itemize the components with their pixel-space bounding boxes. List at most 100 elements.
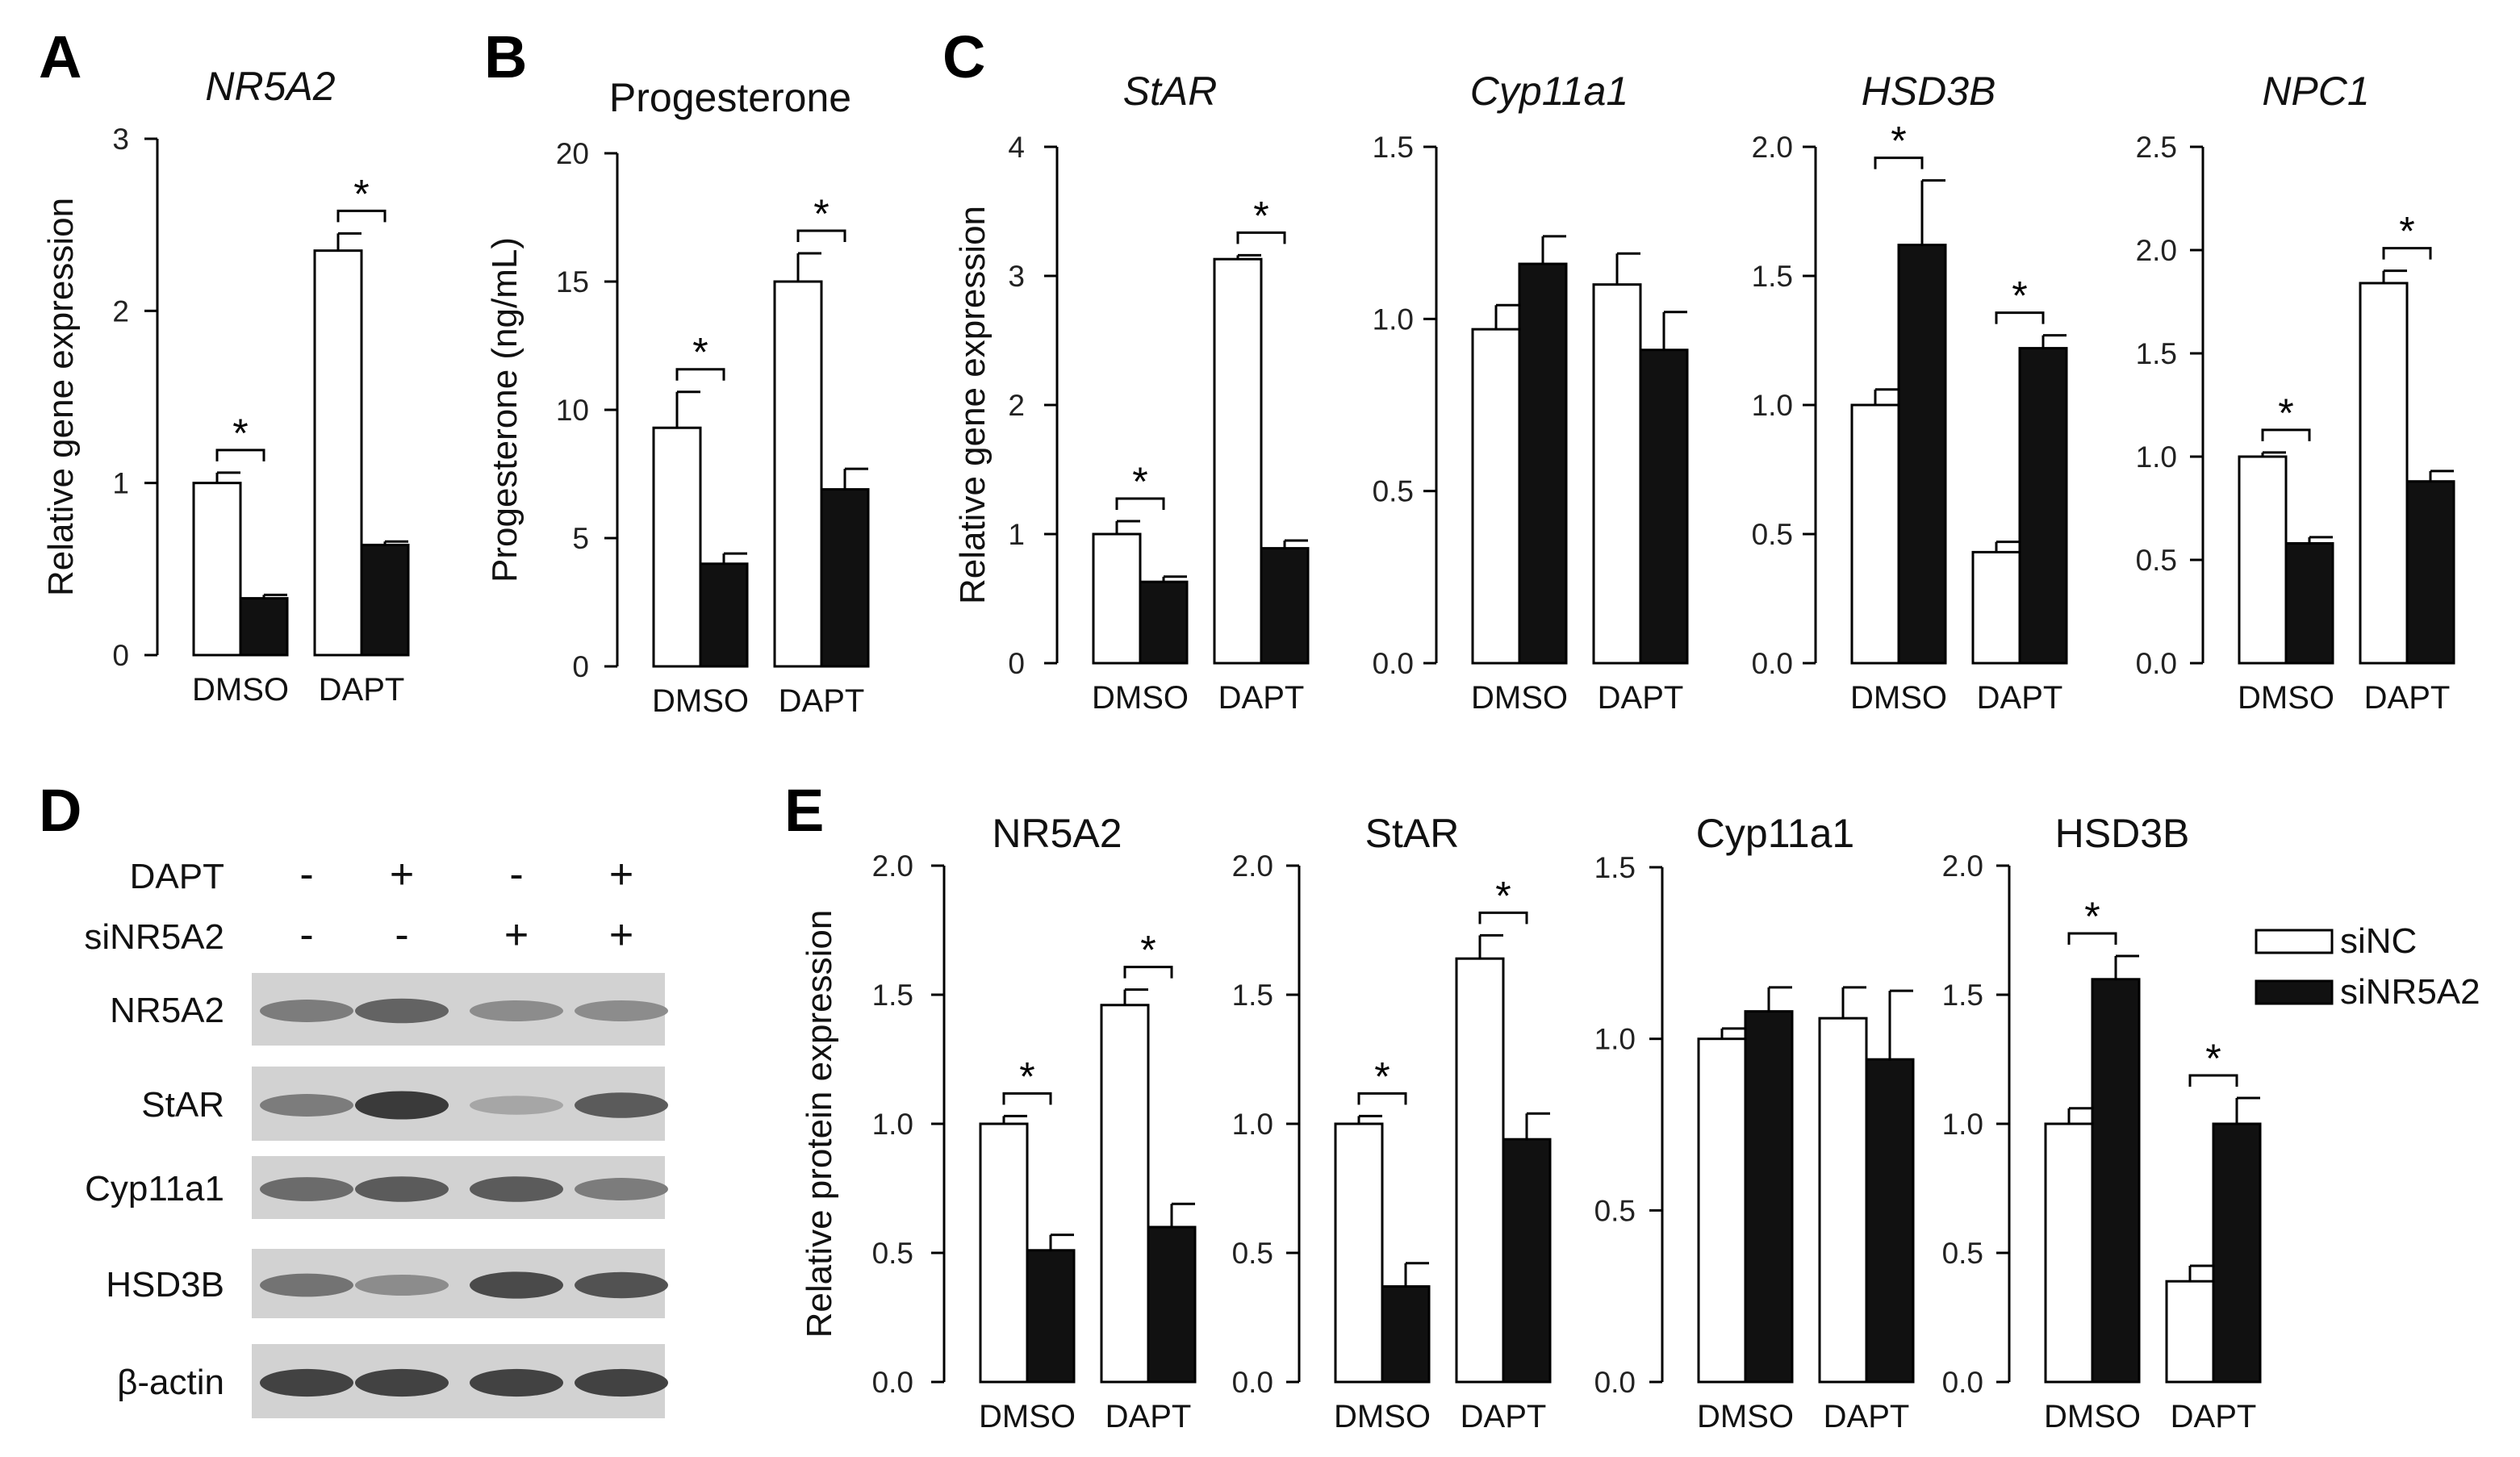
- bar-sinr5a2-dmso: [2284, 542, 2334, 665]
- significance-star: *: [2084, 894, 2100, 939]
- y-tick-label: 0.0: [872, 1366, 913, 1399]
- bar-sinr5a2-dapt: [2018, 347, 2068, 665]
- protein-band: [260, 1094, 353, 1117]
- legend: siNC siNR5A2: [2255, 921, 2480, 1012]
- y-tick-label: 1: [112, 467, 129, 500]
- blot-row-label: NR5A2: [110, 991, 224, 1030]
- x-category-label: DMSO: [1471, 680, 1568, 716]
- significance-star: *: [2012, 273, 2027, 319]
- y-tick-label: 0.0: [1752, 647, 1793, 680]
- protein-band: [470, 1368, 563, 1397]
- y-tick-label: 10: [556, 394, 589, 427]
- significance-star: *: [813, 191, 829, 236]
- bar-sinc-dmso: [192, 482, 242, 657]
- treatment-label: DAPT: [130, 857, 224, 896]
- bar-sinr5a2-dapt: [360, 543, 410, 657]
- chart-title: Cyp11a1: [1696, 811, 1854, 856]
- y-tick-label: 1.0: [1232, 1108, 1273, 1141]
- chart-2: Progesterone 0 5 10 15 20 Progesterone (ng/mL)…: [485, 75, 870, 719]
- chart-5: HSD3B 0.0 0.5 1.0 1.5 2.0 DMSO * DAPT *: [1752, 69, 2068, 716]
- y-tick-label: 15: [556, 265, 589, 298]
- y-tick-label: 1.5: [1942, 979, 1983, 1012]
- bar-charts: NR5A2 0 1 2 3 Relative gene expression DMSO * DA…: [41, 64, 2455, 1434]
- y-tick-label: 0: [1008, 647, 1025, 680]
- treatment-label: siNR5A2: [84, 917, 224, 957]
- x-category-label: DMSO: [979, 1399, 1076, 1434]
- significance-star: *: [692, 330, 708, 375]
- chart-10: HSD3B 0.0 0.5 1.0 1.5 2.0 DMSO * DAPT *: [1942, 811, 2262, 1434]
- treatment-sign: +: [390, 851, 414, 898]
- significance-star: *: [1495, 873, 1511, 918]
- blot-row-label: HSD3B: [106, 1265, 224, 1305]
- y-tick-label: 2.5: [2136, 131, 2177, 164]
- significance-bracket: [336, 209, 387, 223]
- treatment-sign: -: [509, 851, 523, 898]
- chart-title: NR5A2: [205, 64, 335, 109]
- treatment-sign: -: [395, 912, 408, 958]
- x-category-label: DAPT: [1218, 680, 1305, 716]
- y-axis-label: Progesterone (ng/mL): [485, 237, 524, 582]
- x-category-label: DAPT: [319, 672, 405, 708]
- protein-band: [355, 1176, 449, 1202]
- chart-title: HSD3B: [2055, 811, 2190, 856]
- significance-bracket: [2261, 428, 2311, 441]
- chart-title: StAR: [1365, 811, 1460, 856]
- significance-star: *: [1132, 459, 1147, 504]
- blot-row-label: Cyp11a1: [85, 1169, 224, 1209]
- x-category-label: DAPT: [1824, 1399, 1910, 1434]
- significance-bracket: [1874, 157, 1924, 169]
- x-category-label: DAPT: [1977, 680, 2063, 716]
- bar-sinc-dmso: [1334, 1122, 1384, 1384]
- y-tick-label: 1: [1008, 518, 1025, 551]
- y-tick-label: 20: [556, 137, 589, 170]
- protein-band: [575, 1178, 668, 1200]
- y-axis-label: Relative gene expression: [41, 198, 81, 596]
- significance-star: *: [353, 171, 369, 216]
- bar-sinr5a2-dapt: [1639, 349, 1689, 665]
- protein-band: [470, 1096, 563, 1115]
- treatment-sign: +: [609, 912, 633, 958]
- chart-9: Cyp11a1 0.0 0.5 1.0 1.5 DMSO DAPT: [1594, 811, 1915, 1434]
- bar-sinc-dmso: [2044, 1122, 2094, 1384]
- protein-band: [470, 1271, 563, 1299]
- x-category-label: DMSO: [1697, 1399, 1794, 1434]
- bar-sinc-dmso: [1850, 403, 1900, 665]
- bar-sinc-dmso: [979, 1122, 1029, 1384]
- legend-swatch-sinc: [2255, 929, 2334, 954]
- y-tick-label: 1.0: [2136, 440, 2177, 474]
- x-category-label: DMSO: [1850, 680, 1947, 716]
- chart-4: Cyp11a1 0.0 0.5 1.0 1.5 DMSO DAPT: [1373, 69, 1689, 716]
- bar-sinc-dapt: [313, 249, 363, 657]
- x-category-label: DMSO: [2238, 680, 2334, 716]
- y-tick-label: 2.0: [1942, 850, 1983, 883]
- significance-bracket: [1357, 1092, 1407, 1105]
- significance-star: *: [2278, 390, 2293, 436]
- significance-bracket: [796, 229, 846, 243]
- protein-band: [355, 1274, 449, 1296]
- significance-star: *: [1019, 1054, 1034, 1099]
- y-tick-label: 1.0: [1373, 303, 1414, 336]
- protein-band: [260, 1000, 353, 1022]
- y-axis-label: Relative gene expression: [953, 206, 993, 604]
- bar-sinc-dmso: [1697, 1037, 1747, 1384]
- chart-3: StAR 0 1 2 3 4 Relative gene expression DMSO * DA…: [953, 69, 1310, 716]
- chart-title: Cyp11a1: [1470, 69, 1628, 114]
- bar-sinr5a2-dmso: [2091, 978, 2141, 1384]
- y-tick-label: 1.5: [1594, 851, 1636, 884]
- bar-sinr5a2-dapt: [2405, 480, 2455, 665]
- y-tick-label: 0.5: [872, 1237, 913, 1270]
- y-tick-label: 1.5: [872, 979, 913, 1012]
- y-tick-label: 0.5: [1373, 475, 1414, 508]
- y-tick-label: 0.5: [1752, 518, 1793, 551]
- bar-sinc-dmso: [1471, 328, 1521, 665]
- significance-bracket: [1123, 966, 1173, 979]
- y-tick-label: 0.0: [1373, 647, 1414, 680]
- y-tick-label: 2: [112, 294, 129, 328]
- protein-band: [260, 1273, 353, 1297]
- y-tick-label: 1.0: [1594, 1023, 1636, 1056]
- protein-band: [575, 1271, 668, 1299]
- significance-star: *: [1140, 928, 1156, 973]
- y-tick-label: 0: [572, 650, 589, 683]
- y-tick-label: 2.0: [872, 850, 913, 883]
- blot-row-label: StAR: [141, 1085, 224, 1125]
